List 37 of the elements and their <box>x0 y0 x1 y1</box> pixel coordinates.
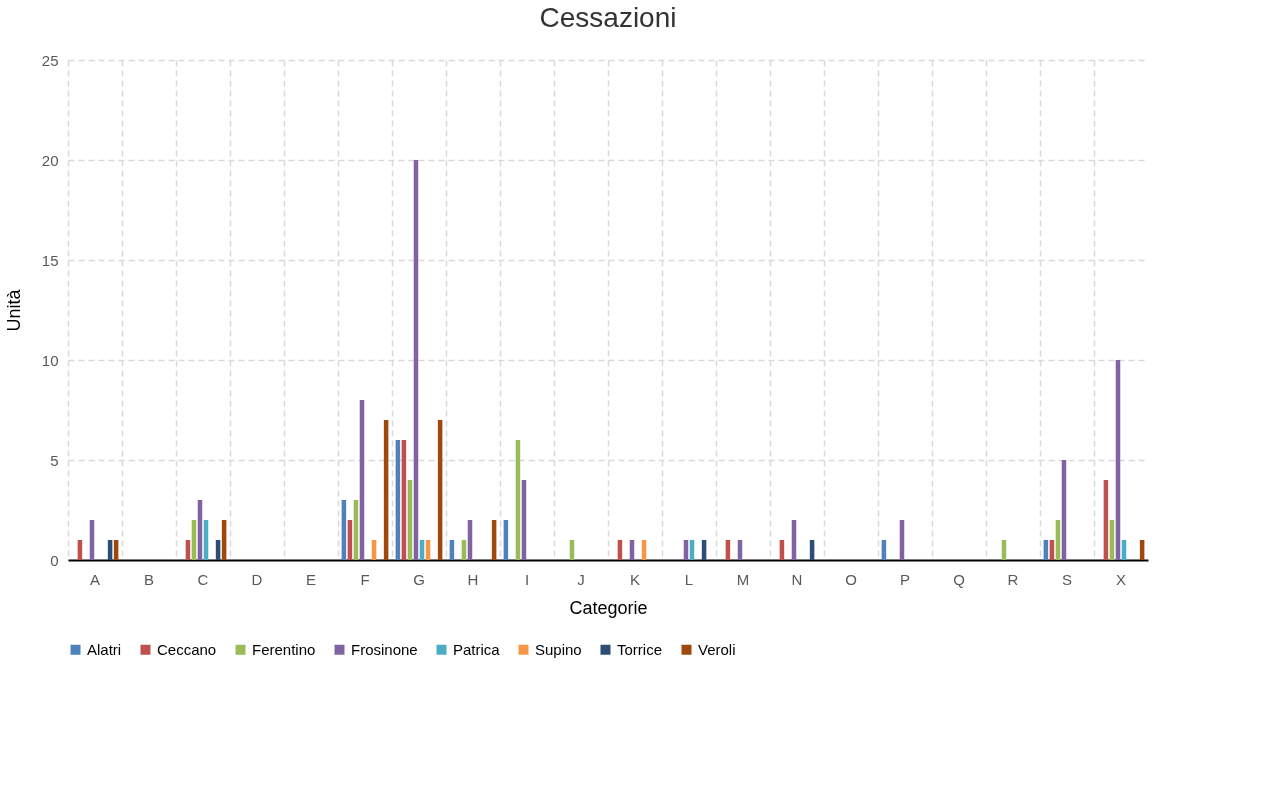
legend-label: Patrica <box>453 640 501 658</box>
x-tick-label: L <box>684 570 694 588</box>
x-tick-label: Q <box>953 570 965 588</box>
legend-label: Supino <box>535 640 582 658</box>
x-tick-label: J <box>577 570 585 588</box>
y-tick-label: 5 <box>50 451 59 469</box>
x-tick-label: P <box>899 570 911 588</box>
x-tick-label: H <box>467 570 479 588</box>
x-axis-title: Categorie <box>569 597 648 618</box>
chart-title: Cessazioni <box>539 2 677 33</box>
x-tick-label: C <box>197 570 209 588</box>
x-tick-label: E <box>305 570 317 588</box>
y-tick-label: 20 <box>41 151 59 169</box>
x-tick-label: X <box>1115 570 1127 588</box>
x-tick-label: A <box>89 570 101 588</box>
x-tick-label: M <box>736 570 750 588</box>
legend-label: Ceccano <box>157 640 217 658</box>
x-tick-label: N <box>791 570 803 588</box>
legend-label: Veroli <box>698 640 736 658</box>
x-tick-label: F <box>360 570 370 588</box>
x-tick-label: I <box>524 570 530 588</box>
y-tick-label: 10 <box>41 351 59 369</box>
y-axis-title: Unità <box>3 288 24 332</box>
x-tick-label: B <box>143 570 155 588</box>
x-tick-label: K <box>629 570 641 588</box>
y-tick-label: 15 <box>41 251 59 269</box>
y-tick-label: 0 <box>50 551 59 569</box>
x-tick-label: G <box>413 570 425 588</box>
x-tick-label: R <box>1007 570 1019 588</box>
legend-label: Frosinone <box>351 640 418 658</box>
x-tick-label: D <box>251 570 263 588</box>
legend-label: Torrice <box>617 640 663 658</box>
x-tick-label: O <box>845 570 857 588</box>
legend-label: Ferentino <box>252 640 316 658</box>
legend-label: Alatri <box>87 640 122 658</box>
y-tick-label: 25 <box>41 51 59 69</box>
x-tick-label: S <box>1061 570 1073 588</box>
